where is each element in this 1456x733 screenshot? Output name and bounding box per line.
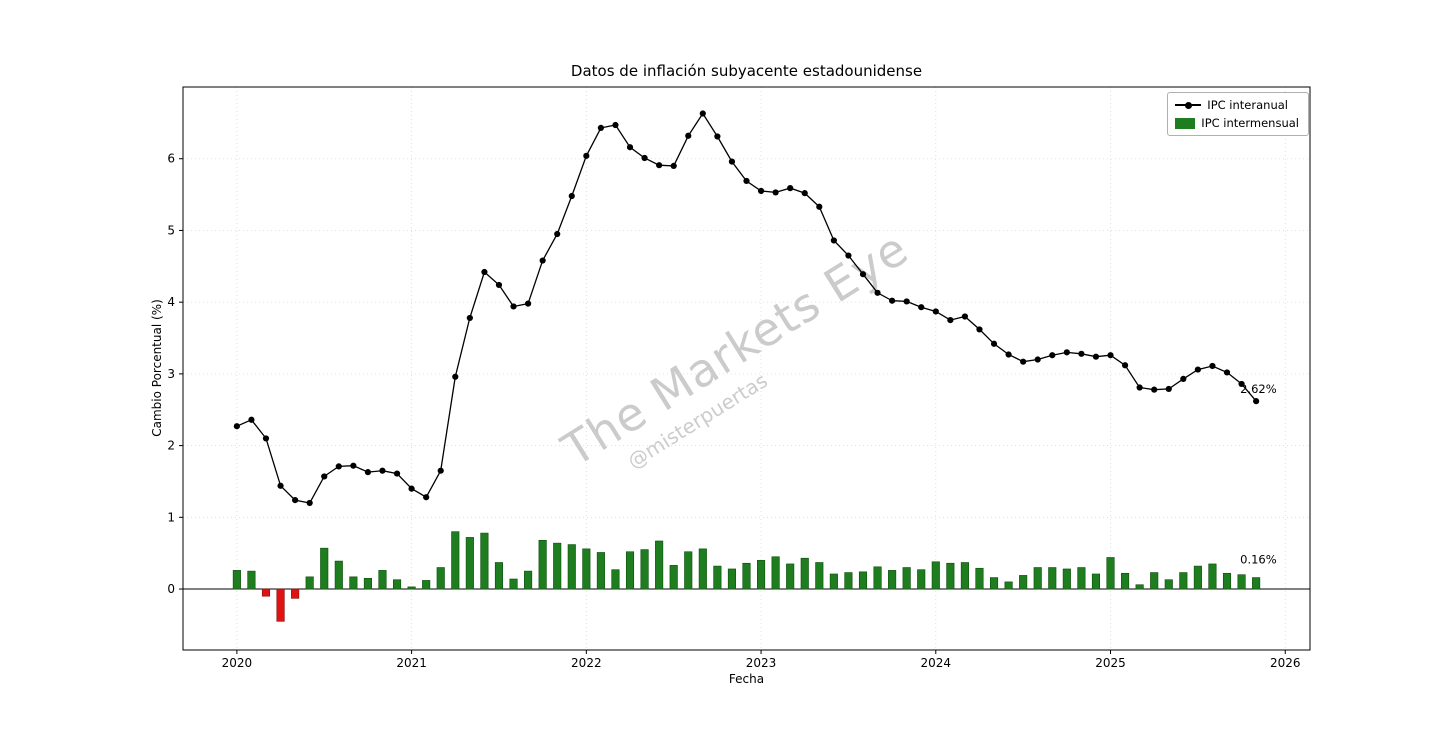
legend-item-mom: IPC intermensual	[1175, 116, 1299, 130]
chart-title: Datos de inflación subyacente estadounid…	[570, 62, 923, 80]
svg-text:0.16%: 0.16%	[1240, 553, 1277, 567]
legend-label-mom: IPC intermensual	[1201, 116, 1299, 130]
svg-text:2023: 2023	[746, 656, 777, 670]
legend: IPC interanual IPC intermensual	[1167, 92, 1309, 136]
svg-text:2025: 2025	[1095, 656, 1126, 670]
svg-text:3: 3	[167, 367, 175, 381]
svg-text:2021: 2021	[396, 656, 427, 670]
svg-text:2.62%: 2.62%	[1240, 382, 1277, 396]
svg-text:2026: 2026	[1270, 656, 1301, 670]
line-marker-sample-icon	[1175, 101, 1202, 109]
svg-text:6: 6	[167, 152, 175, 166]
legend-item-yoy: IPC interanual	[1175, 98, 1299, 112]
svg-text:0: 0	[167, 582, 175, 596]
legend-label-yoy: IPC interanual	[1207, 98, 1288, 112]
y-axis-label: Cambio Porcentual (%)	[150, 299, 164, 437]
svg-text:1: 1	[167, 510, 175, 524]
svg-text:2022: 2022	[571, 656, 602, 670]
svg-text:2020: 2020	[222, 656, 253, 670]
x-axis-label: Fecha	[728, 672, 765, 686]
svg-text:2024: 2024	[921, 656, 952, 670]
bar-sample-icon	[1175, 117, 1196, 129]
svg-text:2: 2	[167, 439, 175, 453]
svg-text:5: 5	[167, 223, 175, 237]
svg-text:4: 4	[167, 295, 175, 309]
